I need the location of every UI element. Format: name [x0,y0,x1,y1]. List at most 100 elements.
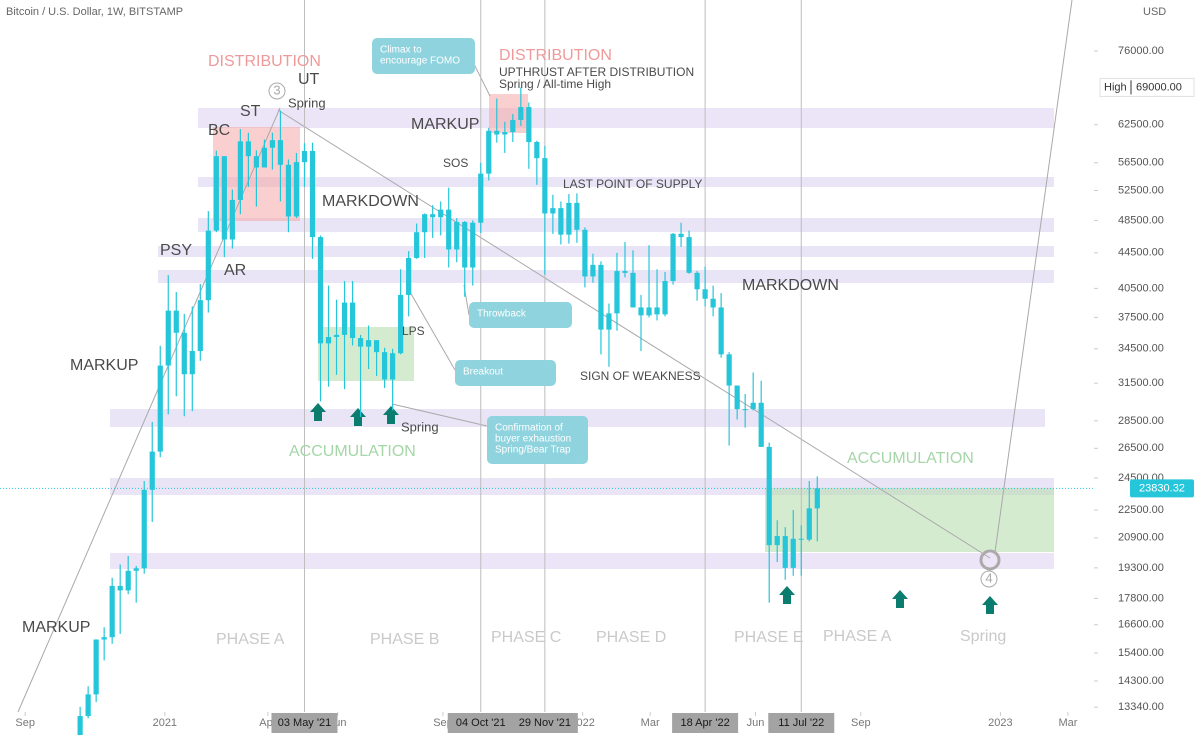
marker-label: 18 Apr '22 [681,717,730,729]
marker-label-box [511,713,578,733]
candle-body [109,585,115,638]
candle-body [758,402,764,447]
candle-body [590,264,596,277]
candle-body [750,402,756,410]
connector [391,403,488,427]
marker-label-box [768,713,835,733]
y-tick-label: 48500.00 [1118,214,1164,226]
zone [198,218,1054,232]
candle-body [101,637,107,640]
high-value: 69000.00 [1136,81,1182,93]
marker-label: 29 Nov '21 [519,717,571,729]
annotation: DISTRIBUTION [499,47,612,64]
up-arrow [310,403,326,421]
annotation: Spring [288,95,326,110]
trend-line [994,0,1073,553]
x-tick-label: Mar [1058,717,1077,729]
candle-body [189,351,195,375]
annotation: PHASE A [823,628,892,645]
marker-label-box [672,713,739,733]
up-arrow [383,406,399,424]
annotation: ACCUMULATION [289,443,416,460]
candle-body [382,352,388,380]
annotation: MARKDOWN [742,277,839,294]
annotation: MARKUP [70,357,138,374]
y-tick-label: 13340.00 [1118,701,1164,713]
y-tick-label: 22500.00 [1118,504,1164,516]
candle-body [77,716,83,735]
candle-body [598,264,604,330]
annotation: BC [208,122,230,139]
candle-body [734,385,740,410]
annotation: 4 [985,570,992,585]
arrows [310,403,998,614]
candle-body [622,271,628,273]
candle-body [229,199,235,240]
callout-text: Confirmation of [495,423,563,434]
high-label: High [1104,81,1127,93]
candle-body [702,289,708,299]
candle-body [253,156,260,168]
annotation: MARKUP [22,619,90,636]
candle-body [518,107,524,120]
candle-body [814,488,820,509]
candle-body [486,130,492,174]
callout-box [455,360,556,386]
y-tick-label: 40500.00 [1118,282,1164,294]
candle-body [117,585,123,591]
candle-body [213,156,219,231]
annotation: AR [224,262,246,279]
candle-body [173,310,179,333]
y-tick-label: 34500.00 [1118,343,1164,355]
callout-box [469,302,572,328]
y-tick-label: 62500.00 [1118,119,1164,131]
annotation: PHASE E [734,629,803,646]
number-circle [980,570,998,588]
zone [198,108,1054,128]
y-tick-label: 37500.00 [1118,311,1164,323]
zones [110,108,1054,569]
annotation: UT [298,71,320,88]
trend-line [277,109,991,559]
candle-body [654,307,660,315]
candle-body [414,232,420,258]
candle-body [574,202,580,230]
annotation: PSY [160,242,192,259]
candle-body [678,233,684,238]
candle-body [742,409,748,411]
y-tick-label: 20900.00 [1118,532,1164,544]
high-box [1099,77,1195,97]
annotation: SOS [443,156,468,170]
callout-box [372,38,475,74]
candle-body [502,132,508,135]
candle-body [662,280,668,315]
candle-body [133,568,139,571]
y-tick-label: 76000.00 [1118,45,1164,57]
last-price-label: 23830.32 [1139,482,1185,494]
candle-body [245,141,251,157]
spring-circle [979,549,1001,571]
number-circle [268,82,286,100]
candle-body [550,208,556,214]
callout-text: buyer exhaustion [495,434,571,445]
annotations: 03 May '21 04 Oct '21 29 Nov '21 18 Apr '22… [22,38,1195,733]
candle-body [285,164,292,217]
annotation: SIGN OF WEAKNESS [580,369,701,383]
callout-text: Breakout [463,367,503,378]
annotation: UPTHRUST AFTER DISTRIBUTION [499,65,694,79]
candle-body [398,294,404,354]
annotation: PHASE D [596,629,666,646]
zone [158,246,1054,257]
candle-body [197,300,203,352]
candle-body [766,446,772,546]
y-tick-label: 44500.00 [1118,247,1164,259]
candle-body [806,508,812,540]
candle-body [157,365,163,452]
candle-body [325,336,332,344]
candle-body [542,158,548,214]
zone [110,553,1054,569]
x-tick-label: Sep [15,717,35,729]
candle-body [670,233,676,281]
candle-body [478,173,484,223]
